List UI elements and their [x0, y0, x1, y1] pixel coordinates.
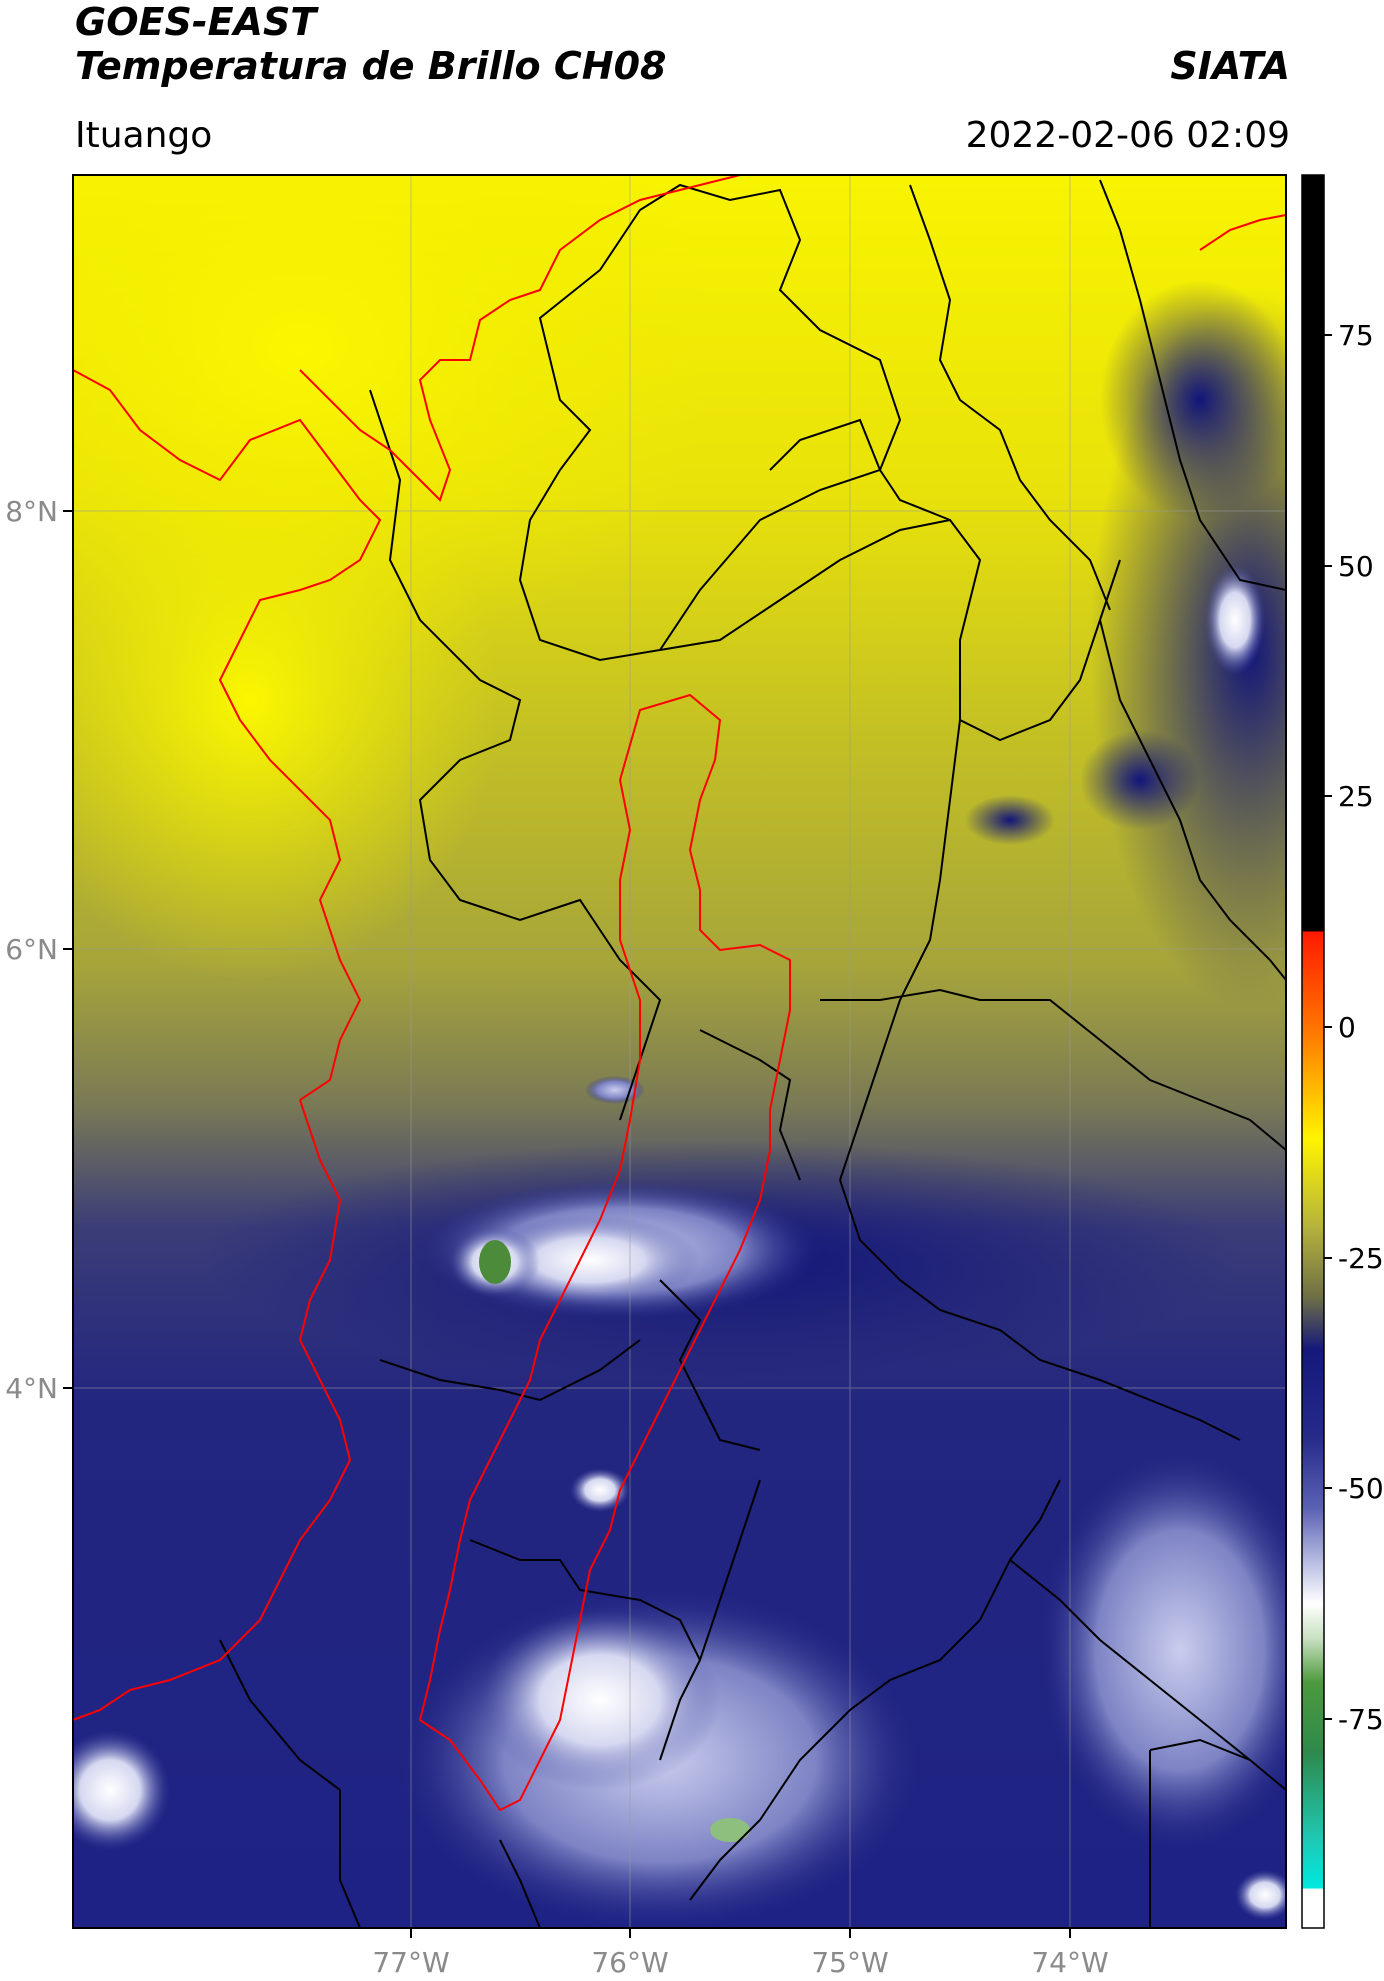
colorbar — [1301, 174, 1325, 1929]
lon-tick-label: 77°W — [372, 1946, 449, 1979]
colorbar-tick-label: 0 — [1338, 1011, 1356, 1044]
gridlines — [73, 175, 1286, 1928]
lon-axis — [410, 1928, 1071, 1938]
colorbar-tick-label: 50 — [1338, 550, 1374, 583]
title-line2: Temperatura de Brillo CH08 — [75, 44, 667, 88]
lat-axis — [63, 510, 73, 1389]
colorbar-tick-label: -75 — [1338, 1703, 1384, 1736]
satellite-field — [73, 175, 1286, 1928]
lon-tick-label: 76°W — [591, 1946, 668, 1979]
administrative-borders — [219, 179, 1286, 1928]
lon-tick-label: 75°W — [811, 1946, 888, 1979]
coastline — [73, 175, 1286, 1812]
lat-tick-label: 4°N — [5, 1372, 58, 1405]
colorbar-tick-label: -25 — [1338, 1242, 1384, 1275]
timestamp-label: 2022-02-06 02:09 — [965, 115, 1290, 156]
colorbar-tick-label: 25 — [1338, 780, 1374, 813]
colorbar-tick-label: 75 — [1338, 319, 1374, 352]
colorbar-ticks — [1324, 334, 1332, 1720]
map-frame — [72, 174, 1287, 1929]
location-label: Ituango — [75, 115, 213, 156]
lon-tick-label: 74°W — [1031, 1946, 1108, 1979]
lat-tick-label: 8°N — [5, 495, 58, 528]
title-line1: GOES-EAST — [75, 0, 317, 44]
colorbar-tick-label: -50 — [1338, 1472, 1384, 1505]
lat-tick-label: 6°N — [5, 933, 58, 966]
agency-label: SIATA — [1170, 44, 1290, 88]
